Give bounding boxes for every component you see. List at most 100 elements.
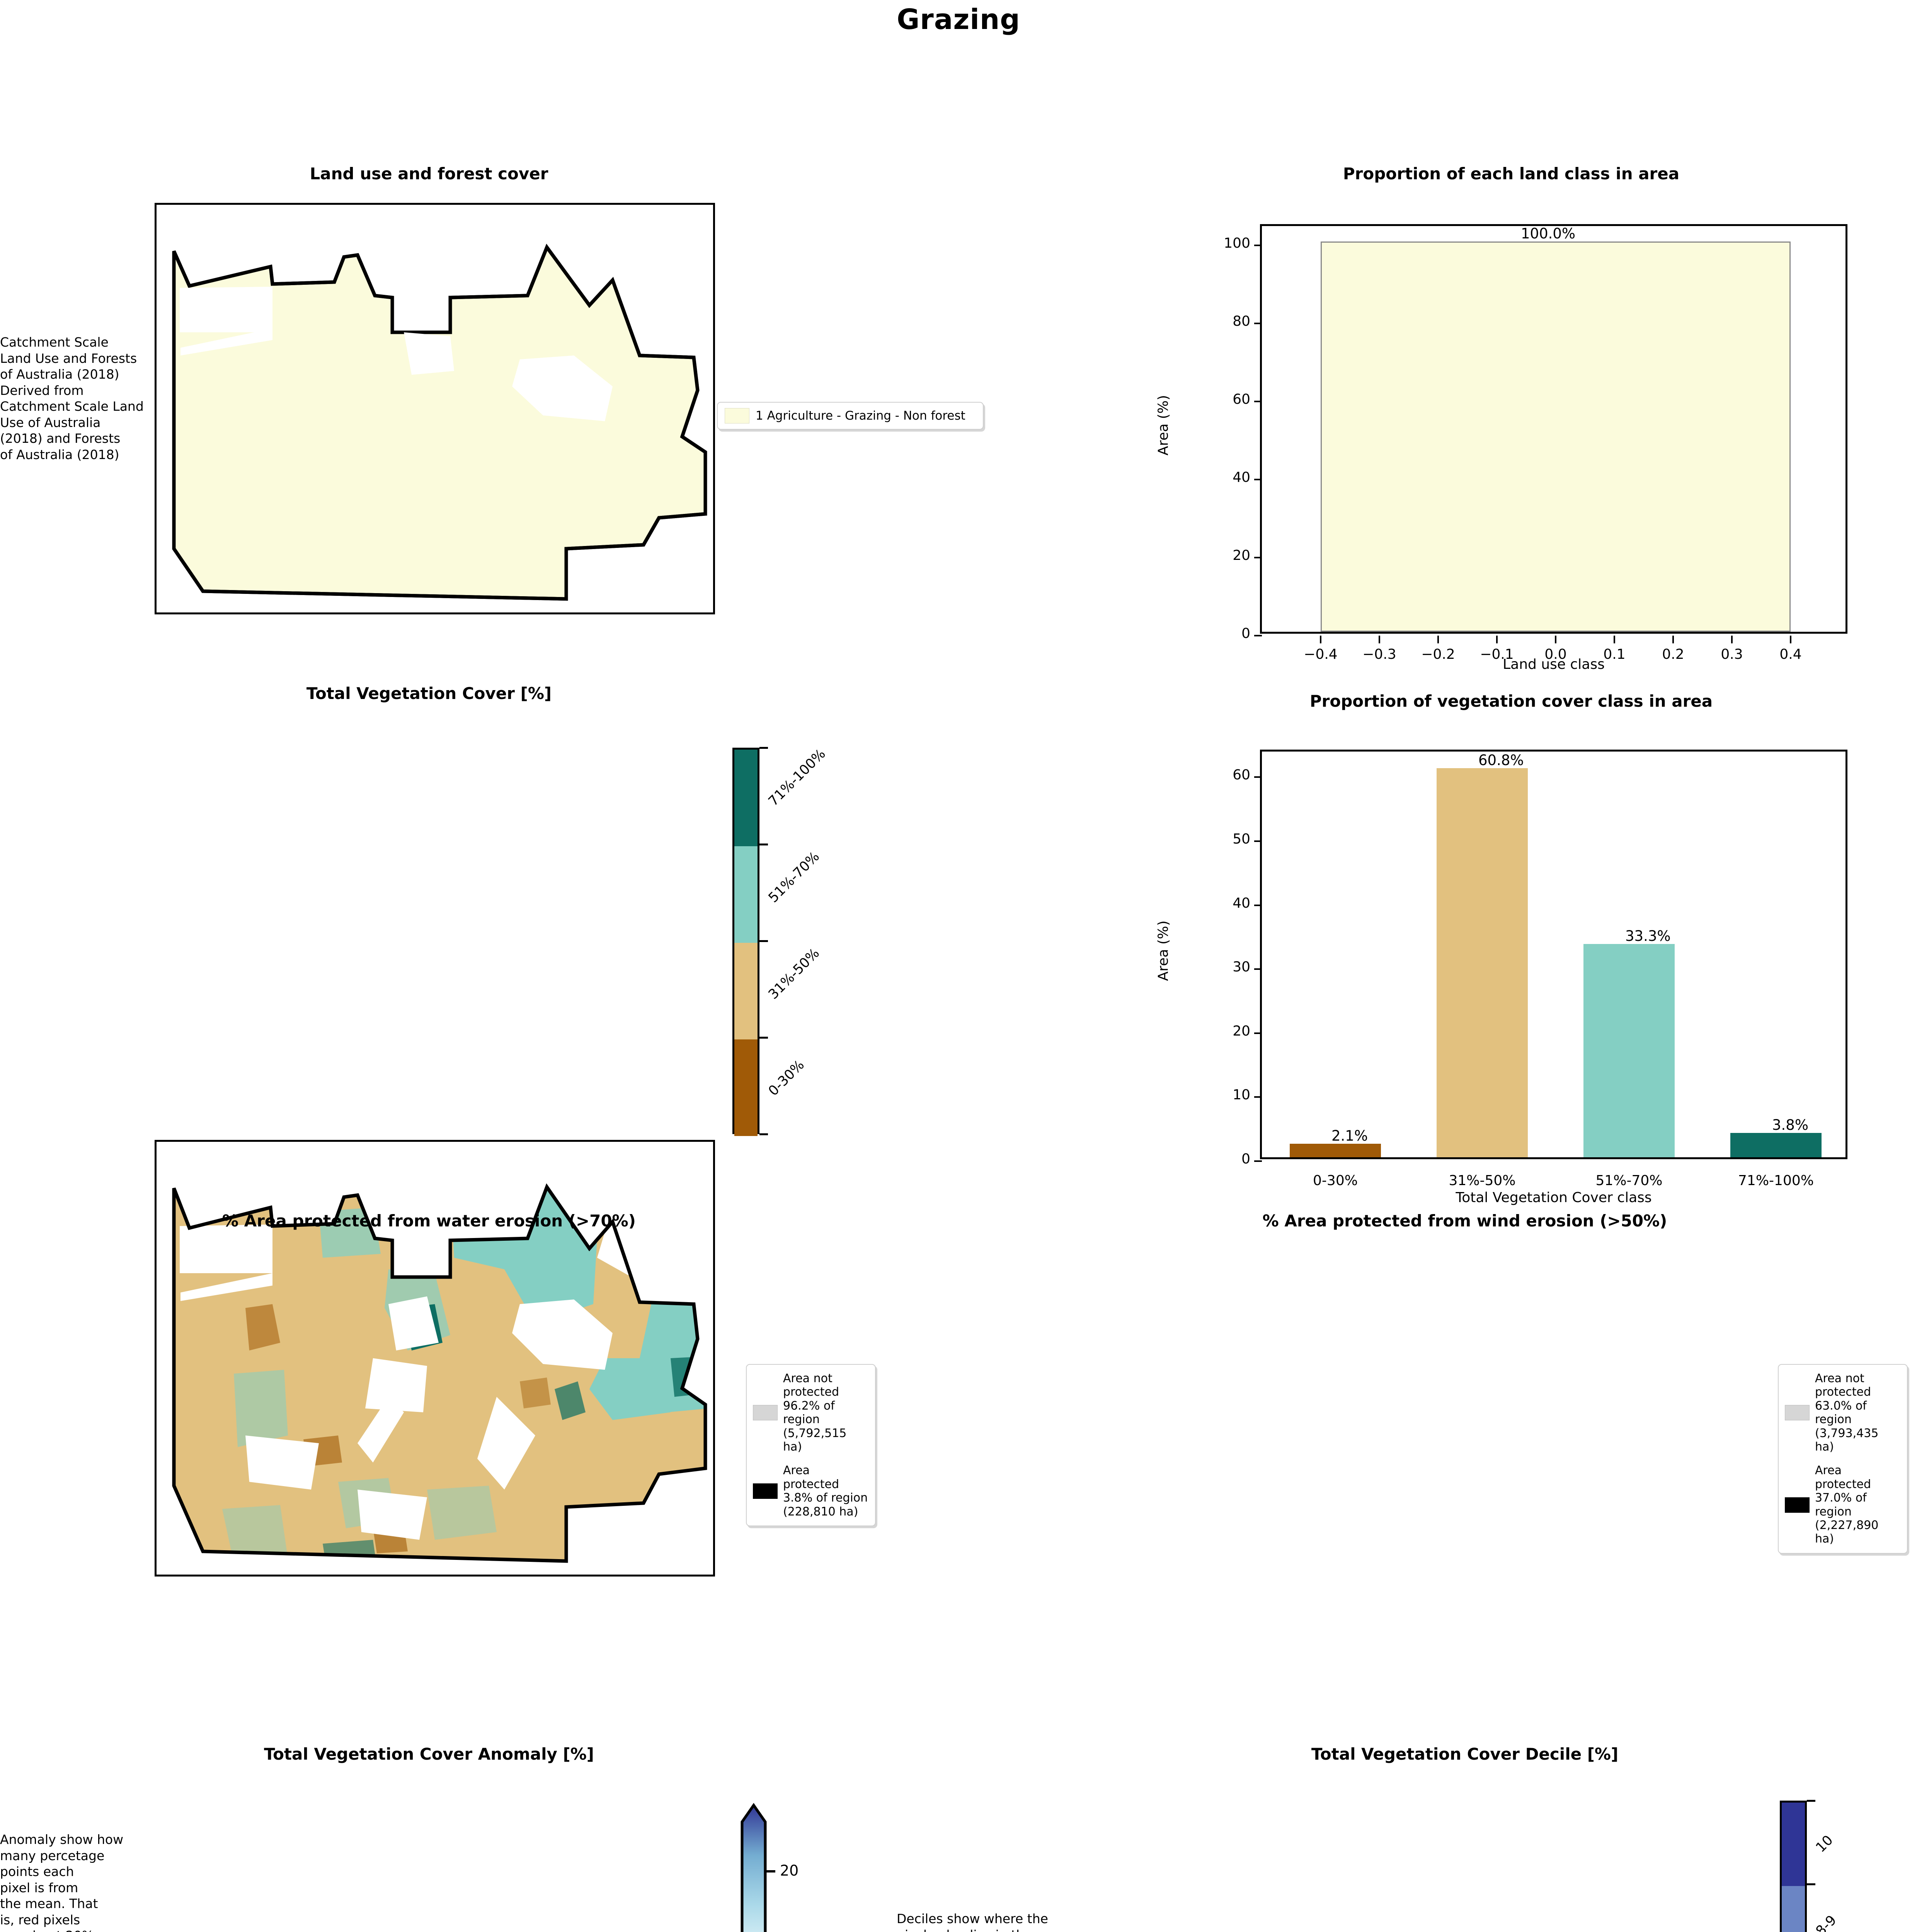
water-erosion-not-protected-swatch [753, 1405, 778, 1421]
wind-erosion-legend-row-protected: Area protected 37.0% of region (2,227,89… [1785, 1464, 1901, 1546]
veg-class-bar[interactable] [1437, 768, 1528, 1157]
wind-erosion-not-protected-label: Area not protected 63.0% of region (3,79… [1815, 1372, 1879, 1454]
veg-cover-colorbar-segment [734, 750, 758, 846]
decile-colorbar[interactable]: 108-94-72-31 [1780, 1800, 1840, 1932]
land-use-map[interactable] [155, 203, 715, 614]
wind-erosion-protected-label: Area protected 37.0% of region (2,227,89… [1815, 1464, 1879, 1546]
x-tick-label: 0.2 [1662, 646, 1684, 662]
y-tick-label: 0 [1241, 1151, 1250, 1167]
land-use-hole-nw [180, 287, 272, 332]
veg-cover-raster [174, 1187, 705, 1561]
wind-erosion-legend[interactable]: Area not protected 63.0% of region (3,79… [1778, 1364, 1908, 1554]
veg-class-bar-label: 2.1% [1331, 1128, 1368, 1145]
land-use-outline [172, 243, 707, 601]
veg-cover-colorbar-tick [759, 747, 768, 749]
y-tick-label: 60 [1233, 767, 1250, 783]
y-tick [1254, 904, 1262, 906]
land-use-hole-mid [404, 332, 454, 375]
land-use-legend-label: 1 Agriculture - Grazing - Non forest [756, 408, 965, 423]
decile-colorbar-segment [1782, 1803, 1805, 1886]
veg-class-bar[interactable] [1730, 1133, 1822, 1157]
veg-cover-colorbar[interactable]: 71%-100% 51%-70% 31%-50% 0-30% [732, 746, 829, 1136]
land-class-chart-xlabel: Land use class [1503, 656, 1605, 672]
veg-class-bar-label: 3.8% [1772, 1117, 1808, 1134]
land-use-legend[interactable]: 1 Agriculture - Grazing - Non forest [717, 402, 984, 430]
veg-class-x-tick-label: 71%-100% [1738, 1173, 1814, 1189]
decile-colorbar-tick [1807, 1800, 1815, 1802]
veg-cover-colorbar-label: 31%-50% [765, 945, 823, 1003]
x-tick [1672, 636, 1674, 643]
x-tick-label: 0.3 [1721, 646, 1743, 662]
veg-class-x-tick-label: 0-30% [1313, 1173, 1358, 1189]
decile-colorbar-bar[interactable] [1780, 1801, 1807, 1932]
y-tick-label: 40 [1233, 895, 1250, 911]
veg-class-x-tick-label: 51%-70% [1595, 1173, 1663, 1189]
anomaly-colorbar-label: 20 [780, 1862, 799, 1879]
y-tick [1254, 1160, 1262, 1162]
y-tick-label: 60 [1233, 391, 1250, 408]
veg-cover-map[interactable] [155, 1140, 715, 1577]
x-tick [1320, 636, 1321, 643]
water-erosion-protected-swatch [753, 1483, 778, 1499]
x-tick-label: −0.1 [1480, 646, 1514, 662]
decile-colorbar-label: 10 [1813, 1832, 1836, 1856]
wind-erosion-panel-title: % Area protected from wind erosion (>50%… [1262, 1211, 1667, 1230]
x-tick-label: 0.4 [1779, 646, 1802, 662]
decile-explanation-note: Deciles show where the pixel value lies … [897, 1911, 1048, 1932]
y-tick-label: 40 [1233, 469, 1250, 486]
wind-erosion-legend-row-not-protected: Area not protected 63.0% of region (3,79… [1785, 1372, 1901, 1454]
decile-colorbar-tick [1807, 1883, 1815, 1885]
x-tick [1790, 636, 1791, 643]
x-tick-label: −0.2 [1421, 646, 1455, 662]
veg-class-bar[interactable] [1290, 1144, 1381, 1157]
veg-class-chart[interactable]: 2.1% 0-30% 60.8% 31%-50% 33.3% 51%-70% 3.8% 71%… [1144, 742, 1894, 1206]
x-tick-label: 0.1 [1603, 646, 1626, 662]
x-tick [1555, 636, 1556, 643]
veg-cover-colorbar-bar[interactable] [732, 748, 759, 1136]
veg-class-bar-label: 33.3% [1625, 928, 1671, 945]
veg-cover-outline [172, 1183, 707, 1563]
wind-erosion-not-protected-swatch [1785, 1405, 1810, 1421]
anomaly-explanation-note: Anomaly show how many percetage points e… [0, 1832, 124, 1932]
veg-class-x-tick-label: 31%-50% [1449, 1173, 1516, 1189]
y-tick-label: 20 [1233, 1023, 1250, 1039]
veg-cover-colorbar-tick [759, 1037, 768, 1039]
y-tick [1254, 323, 1262, 325]
veg-class-bar-label: 60.8% [1478, 752, 1524, 769]
y-tick-label: 100 [1224, 235, 1250, 252]
anomaly-panel-title: Total Vegetation Cover Anomaly [%] [264, 1745, 594, 1764]
x-tick [1614, 636, 1615, 643]
y-tick-label: 80 [1233, 313, 1250, 330]
y-tick [1254, 1096, 1262, 1098]
y-tick [1254, 840, 1262, 842]
y-tick-label: 0 [1241, 626, 1250, 641]
page-title: Grazing [897, 3, 1020, 36]
x-tick [1379, 636, 1380, 643]
y-tick [1254, 1032, 1262, 1034]
y-tick [1254, 968, 1262, 970]
land-class-bar[interactable] [1321, 242, 1791, 632]
veg-cover-panel-title: Total Vegetation Cover [%] [306, 684, 552, 703]
veg-class-bar[interactable] [1583, 944, 1675, 1157]
anomaly-colorbar-tick [765, 1870, 775, 1873]
x-tick-label: −0.3 [1362, 646, 1396, 662]
water-erosion-legend-row-not-protected: Area not protected 96.2% of region (5,79… [753, 1372, 869, 1454]
veg-cover-colorbar-segment [734, 846, 758, 943]
y-tick [1254, 635, 1262, 636]
anomaly-colorbar[interactable]: 20100−10−20 [727, 1801, 843, 1932]
land-use-source-note: Catchment Scale Land Use and Forests of … [0, 335, 144, 463]
wind-erosion-protected-swatch [1785, 1497, 1810, 1513]
anomaly-colorbar-svg [741, 1803, 767, 1932]
veg-cover-map-svg [172, 1183, 707, 1563]
y-tick [1254, 479, 1262, 481]
veg-cover-colorbar-label: 71%-100% [765, 746, 829, 810]
veg-cover-colorbar-tick [759, 1133, 768, 1135]
veg-cover-colorbar-segment [734, 1039, 758, 1136]
land-use-legend-swatch [725, 408, 749, 423]
water-erosion-legend[interactable]: Area not protected 96.2% of region (5,79… [746, 1364, 876, 1526]
land-use-panel-title: Land use and forest cover [310, 164, 548, 183]
land-class-chart[interactable]: 100.0% 0 20 40 60 80 100 −0.4 −0.3 −0.2 −0.1 0.0 0.1… [1144, 216, 1894, 672]
land-class-chart-plot-area: 100.0% 0 20 40 60 80 100 −0.4 −0.3 −0.2 −0.1 0.0 0.1… [1224, 224, 1847, 662]
decile-colorbar-label: 8-9 [1813, 1912, 1840, 1932]
land-class-chart-title: Proportion of each land class in area [1343, 164, 1680, 183]
